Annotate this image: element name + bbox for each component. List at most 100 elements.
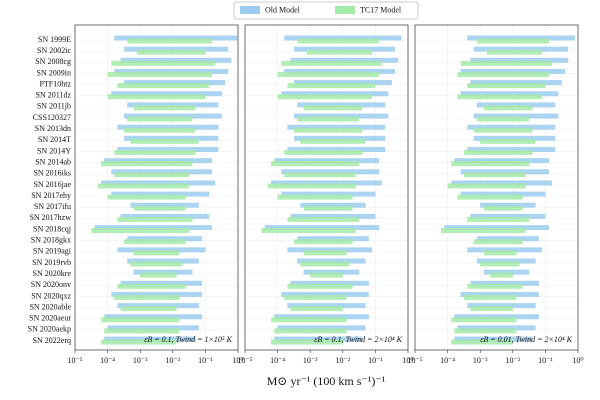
tc17-model-bar	[271, 317, 347, 323]
tc17-model-bar	[120, 306, 177, 312]
y-tick-label: SN 2018gkx	[31, 236, 71, 245]
tc17-model-bar	[451, 161, 530, 167]
old-model-bar	[104, 158, 213, 164]
tc17-model-bar	[117, 283, 186, 289]
old-model-bar	[470, 57, 569, 63]
y-tick-label: SN 2018cqj	[33, 224, 71, 233]
tc17-model-bar	[114, 172, 190, 178]
old-model-bar	[460, 191, 546, 197]
tc17-model-bar	[303, 205, 353, 211]
tc17-model-bar	[297, 116, 360, 122]
tc17-model-bar	[107, 94, 206, 100]
old-model-bar	[284, 68, 396, 74]
old-model-bar	[483, 269, 530, 275]
old-model-bar	[290, 213, 376, 219]
tc17-model-bar	[130, 138, 199, 144]
y-tick-label: SN 1999E	[38, 35, 71, 44]
tc17-model-bar	[464, 150, 533, 155]
tc17-model-bar	[133, 205, 186, 211]
tc17-model-bar	[133, 250, 180, 256]
y-tick-label: SN 2016jae	[33, 180, 71, 189]
y-tick-label: SN 2002ic	[37, 46, 71, 55]
old-model-bar	[467, 124, 556, 130]
tc17-model-bar	[294, 239, 353, 245]
tc17-model-bar	[267, 183, 356, 189]
y-tick-label: SN 2017ifu	[34, 202, 71, 211]
y-tick-label: SN 2011dz	[36, 91, 72, 100]
old-model-bar	[460, 91, 559, 97]
legend-box	[233, 1, 419, 20]
old-model-bar	[277, 325, 366, 331]
tc17-model-bar	[101, 317, 180, 323]
x-tick-label: 10⁻⁵	[237, 356, 252, 365]
old-model-bar	[454, 336, 533, 342]
tc17-model-bar	[447, 183, 526, 189]
old-model-bar	[104, 314, 203, 320]
old-model-bar	[127, 236, 203, 242]
old-model-bar	[297, 258, 366, 264]
old-model-bar	[297, 102, 386, 108]
x-tick-label: 10⁻⁴	[440, 356, 455, 365]
tc17-model-bar	[457, 94, 543, 100]
y-tick-label: CSS120327	[33, 113, 71, 122]
x-tick-label: 10⁻⁵	[67, 356, 82, 365]
old-model-bar	[117, 247, 206, 253]
x-tick-label: 10⁰	[232, 356, 243, 365]
y-tick-label: SN 2020qxz	[31, 291, 71, 300]
old-model-bar	[101, 180, 216, 186]
old-model-bar	[274, 336, 363, 342]
tc17-model-bar	[464, 294, 517, 300]
tc17-model-bar	[483, 250, 517, 256]
old-model-bar	[287, 303, 366, 309]
tc17-model-bar	[277, 194, 353, 200]
old-model-bar	[111, 291, 203, 297]
legend-swatch	[335, 6, 355, 14]
y-tick-label: SN 2017ehy	[31, 191, 71, 200]
tc17-model-bar	[284, 150, 363, 155]
tc17-model-bar	[290, 306, 343, 312]
tc17-model-bar	[117, 216, 193, 222]
tc17-model-bar	[284, 294, 347, 300]
tc17-model-bar	[294, 127, 363, 133]
y-tick-label: SN 2016iks	[33, 169, 71, 178]
old-model-bar	[300, 202, 366, 208]
tc17-model-bar	[306, 49, 373, 55]
tc17-model-bar	[451, 339, 513, 345]
annotation: εB = 0.1, Twind = 2×10⁴ K	[314, 335, 402, 344]
tc17-model-bar	[476, 38, 550, 44]
x-tick-label: 10⁻²	[165, 356, 180, 365]
tc17-model-bar	[480, 138, 536, 144]
legend-label: TC17 Model	[360, 5, 402, 14]
legend-label: Old Model	[265, 5, 301, 14]
old-model-bar	[297, 236, 369, 242]
tc17-model-bar	[457, 71, 550, 77]
old-model-bar	[104, 336, 196, 342]
x-tick-label: 10⁻¹	[538, 356, 553, 365]
tc17-model-bar	[124, 127, 196, 133]
old-model-bar	[473, 113, 559, 119]
x-tick-label: 10⁻³	[303, 356, 318, 365]
y-tick-label: SN 2019agi	[33, 247, 72, 256]
tc17-model-bar	[111, 60, 216, 66]
tc17-model-bar	[107, 71, 213, 77]
tc17-model-bar	[287, 216, 360, 222]
old-model-bar	[470, 213, 546, 219]
old-model-bar	[451, 180, 553, 186]
x-tick-label: 10⁻²	[335, 356, 350, 365]
tc17-model-bar	[261, 228, 356, 234]
tc17-model-bar	[470, 306, 513, 312]
tc17-model-bar	[91, 228, 190, 234]
old-model-bar	[281, 91, 389, 97]
tc17-model-bar	[467, 83, 546, 89]
tc17-model-bar	[277, 94, 373, 100]
old-model-bar	[476, 102, 556, 108]
old-model-bar	[294, 113, 389, 119]
old-model-bar	[467, 35, 575, 41]
tc17-model-bar	[300, 138, 366, 144]
x-tick-label: 10⁻¹	[198, 356, 213, 365]
old-model-bar	[294, 46, 396, 52]
old-model-bar	[130, 202, 199, 208]
panel-frame	[414, 24, 579, 351]
tc17-model-bar	[454, 328, 517, 334]
